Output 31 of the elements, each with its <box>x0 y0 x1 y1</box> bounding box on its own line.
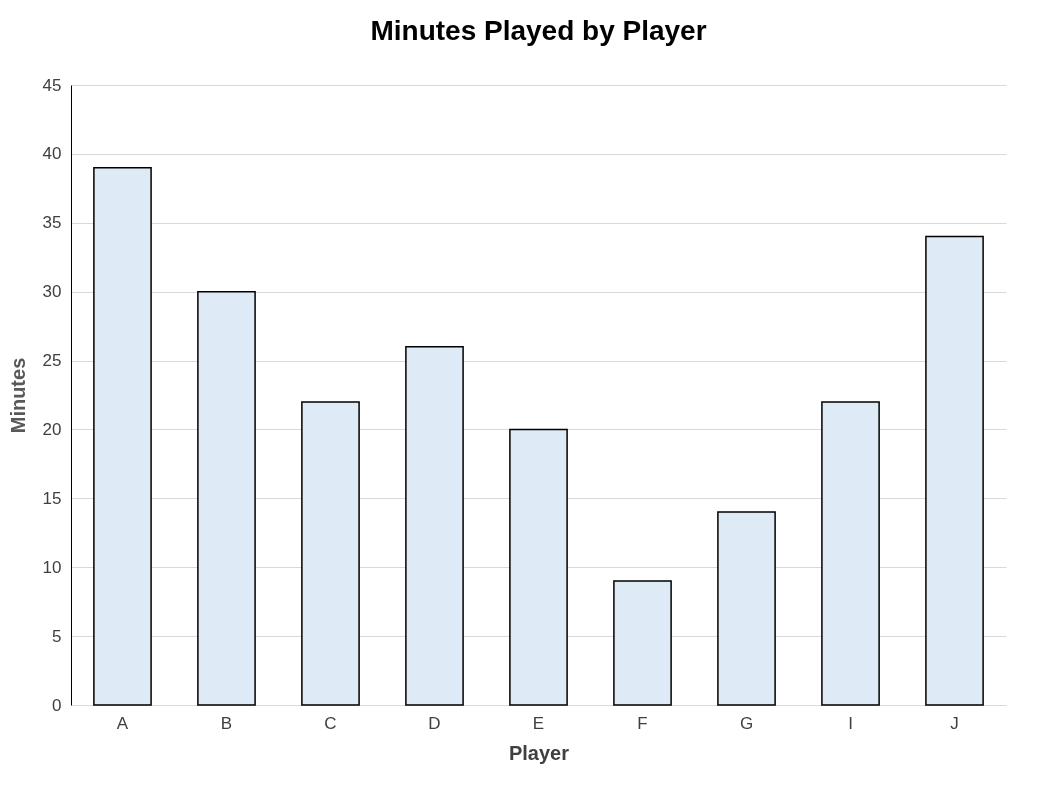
chart-title: Minutes Played by Player <box>370 15 707 46</box>
y-tick-label: 5 <box>52 626 62 646</box>
x-tick-label: A <box>116 713 129 733</box>
x-tick-label: J <box>950 713 959 733</box>
y-tick-label: 45 <box>42 75 62 95</box>
x-tick-label: F <box>637 713 648 733</box>
y-tick-label: 25 <box>42 351 62 371</box>
y-tick-label: 40 <box>42 144 62 164</box>
y-tick-label: 10 <box>42 557 62 577</box>
x-tick-label: B <box>220 713 233 733</box>
x-axis-title: Player <box>508 741 570 764</box>
x-tick-label: D <box>428 713 441 733</box>
x-tick-label: E <box>532 713 545 733</box>
y-tick-label: 0 <box>52 695 62 715</box>
y-tick-label: 30 <box>42 282 62 302</box>
x-tick-label: G <box>739 713 754 733</box>
bar <box>821 401 880 706</box>
y-axis-title: Minutes <box>6 357 29 434</box>
x-tick-label: C <box>324 713 337 733</box>
bar <box>301 401 360 706</box>
bar <box>509 428 568 706</box>
bar <box>405 346 464 706</box>
bar <box>717 511 776 706</box>
bar <box>197 290 256 706</box>
y-tick-label: 15 <box>42 488 62 508</box>
x-tick-label: I <box>848 713 853 733</box>
bar <box>925 235 984 706</box>
y-tick-label: 35 <box>42 213 62 233</box>
bar <box>93 166 152 706</box>
y-tick-label: 20 <box>42 419 62 439</box>
bar <box>613 580 672 706</box>
